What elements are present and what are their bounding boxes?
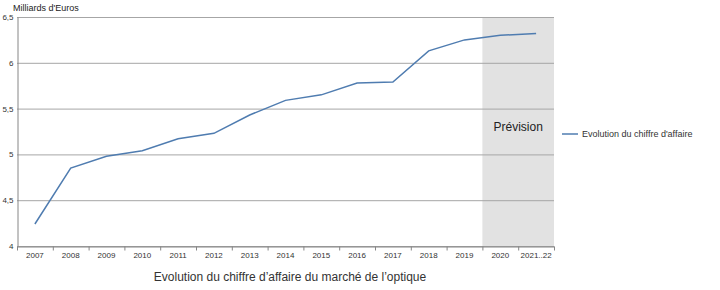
x-tick-label: 2009 [98,251,116,260]
x-tick-label: 2007 [26,251,44,260]
x-boundary-tick [375,247,376,251]
grid-line [17,246,554,247]
x-tick: 2009 [98,247,116,261]
grid-line [17,154,554,155]
x-tick-label: 2014 [277,251,295,260]
plot-area [35,33,536,224]
x-tick-label: 2010 [133,251,151,260]
y-tick-label: 5,5 [2,105,14,114]
x-axis-line [18,247,555,248]
x-boundary-tick [17,247,18,251]
y-tick-label: 4,5 [2,196,14,205]
y-tick: 6 [9,59,17,68]
legend-item: Evolution du chiffre d'affaire [562,129,692,139]
y-tick-label: 6 [9,59,14,68]
x-boundary-tick [482,247,483,251]
x-tick-label: 2012 [205,251,223,260]
x-boundary-tick [518,247,519,251]
x-tick: 2020 [491,247,509,261]
y-tick-label: 5 [9,150,14,159]
y-axis: 4 4,5 5 5,5 6 6,5 [2,13,18,251]
grid-line [17,17,554,18]
x-tick: 2021..22 [521,247,553,261]
x-boundary-tick [554,247,555,251]
legend-swatch [562,133,578,135]
y-tick: 4 [9,242,17,251]
x-boundary-tick [53,247,54,251]
series-line [35,33,536,224]
x-boundary-tick [303,247,304,251]
x-tick: 2016 [348,247,366,261]
y-tick-label: 6,5 [2,13,14,22]
x-tick-label: 2011 [169,251,187,260]
x-tick: 2018 [420,247,438,261]
forecast-region [482,17,554,246]
grid-line [17,109,554,110]
x-tick-label: 2018 [420,251,438,260]
x-tick: 2008 [62,247,80,261]
annotation-label: Prévision [494,120,543,134]
y-tick-label: 4 [9,242,14,251]
x-axis: 2007 2008 2009 2010 2011 2012 2013 2014 2015 2016… [18,247,555,261]
y-tick: 5,5 [2,105,17,114]
y-tick: 5 [9,150,17,159]
x-tick-label: 2019 [456,251,474,260]
x-tick: 2012 [205,247,223,261]
y-axis-line [18,18,19,247]
x-boundary-tick [232,247,233,251]
x-boundary-tick [160,247,161,251]
x-tick: 2019 [456,247,474,261]
x-tick: 2007 [26,247,44,261]
x-boundary-tick [411,247,412,251]
y-tick: 6,5 [2,13,17,22]
y-axis-title: Milliards d'Euros [13,3,79,13]
x-boundary-tick [124,247,125,251]
annotation-layer [482,17,554,246]
legend-label: Evolution du chiffre d'affaire [582,129,692,139]
x-tick: 2014 [277,247,295,261]
x-tick-label: 2017 [384,251,402,260]
legend: Evolution du chiffre d'affaire [562,129,692,139]
x-tick: 2015 [312,247,330,261]
x-tick: 2011 [169,247,187,261]
x-tick-label: 2013 [241,251,259,260]
chart: 4 4,5 5 5,5 6 6,5 2007 2008 2009 2010 2011 2012 2013… [0,0,720,290]
x-boundary-tick [447,247,448,251]
x-tick-label: 2008 [62,251,80,260]
grid-line [17,200,554,201]
x-tick-label: 2020 [491,251,509,260]
x-tick-label: 2021..22 [521,251,553,260]
x-tick: 2010 [133,247,151,261]
y-tick: 4,5 [2,196,17,205]
grid-line [17,63,554,64]
grid [17,18,554,247]
x-tick-label: 2016 [348,251,366,260]
x-boundary-tick [339,247,340,251]
x-tick: 2017 [384,247,402,261]
chart-title: Evolution du chiffre d’affaire du marché… [154,270,427,284]
x-boundary-tick [196,247,197,251]
x-boundary-tick [268,247,269,251]
x-tick: 2013 [241,247,259,261]
x-boundary-tick [89,247,90,251]
x-tick-label: 2015 [312,251,330,260]
